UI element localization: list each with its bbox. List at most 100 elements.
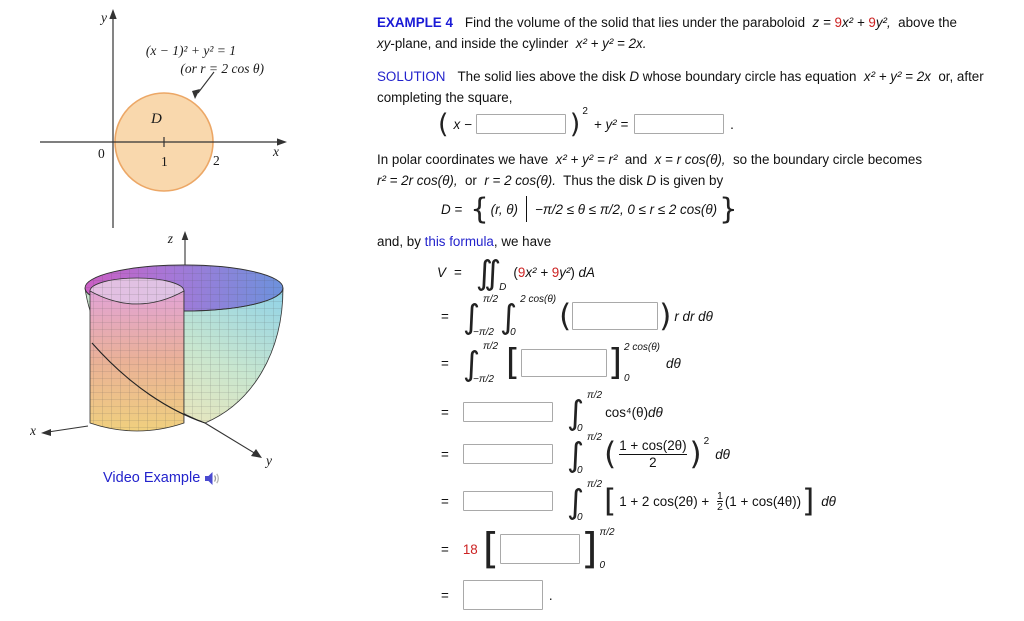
differential: dθ: [715, 446, 730, 462]
answer-integrand-input[interactable]: [572, 302, 659, 330]
text-segment: Thus the disk: [555, 173, 647, 188]
text-segment: D: [629, 69, 640, 84]
speaker-icon[interactable]: [204, 471, 221, 486]
integrand-pre: 1 + 2 cos(2θ) +: [619, 493, 713, 509]
bracket-upper-limit: 2 cos(θ): [624, 342, 661, 353]
x-axis-3d-arrow: [41, 429, 51, 436]
cylinder-rim-mesh: [90, 278, 184, 304]
close-bracket: ]: [607, 342, 623, 383]
text-segment: (: [513, 264, 518, 280]
text-segment: is given by: [656, 173, 724, 188]
half-angle-row: = ∫ π/2 0 ( 1 + cos(2θ) 2 ) 2 dθ: [441, 431, 730, 477]
solution-line1: SOLUTION The solid lies above the disk D …: [377, 66, 1024, 87]
text-segment: so the boundary circle becomes: [725, 152, 923, 167]
answer-coefficient-3-input[interactable]: [462, 491, 553, 511]
text-segment: EXAMPLE 4: [377, 15, 453, 30]
answer-antiderivative-theta-input[interactable]: [500, 534, 581, 564]
y-axis-3d: [204, 422, 257, 455]
lower-limit: 0: [577, 465, 583, 476]
text-segment: x² + y² = 2x.: [575, 36, 647, 51]
problem-statement-line2: xy-plane, and inside the cylinder x² + y…: [377, 33, 1024, 54]
eq-period: .: [730, 116, 734, 132]
open-bracket: [: [604, 482, 617, 519]
formula-reference-line: and, by this formula, we have: [377, 231, 1024, 252]
upper-limit: π/2: [483, 341, 499, 352]
fraction: 1 + cos(2θ) 2: [619, 438, 687, 471]
text-segment: z =: [812, 15, 835, 30]
integral: ∫ π/2 0: [567, 478, 602, 524]
open-bracket: [: [505, 342, 520, 383]
formula-link[interactable]: this formula: [424, 234, 494, 249]
differential: dθ: [648, 404, 663, 420]
solution-line2: completing the square,: [377, 87, 1024, 108]
text-segment: Find the volume of the solid that lies u…: [464, 15, 813, 30]
integrand-post: (1 + cos(4θ)): [724, 493, 802, 509]
equals-sign: =: [441, 446, 449, 462]
answer-square-center-input[interactable]: [475, 114, 566, 134]
differential: dθ: [666, 355, 681, 371]
eq-mid: + y² =: [593, 116, 629, 132]
tick1-label: 1: [161, 154, 168, 169]
circle-polar-label: (or r = 2 cos θ): [180, 61, 264, 76]
integral: ∫ π/2 0: [567, 431, 602, 477]
open-bracket: [: [482, 524, 500, 573]
text-segment: and: [617, 152, 655, 167]
polar-line2: r² = 2r cos(θ), or r = 2 cos(θ). Thus th…: [377, 170, 1024, 191]
close-paren: ): [659, 297, 672, 334]
text-segment: In polar coordinates we have: [377, 152, 556, 167]
half-denominator: 2: [716, 500, 723, 513]
bracket-lower-limit: 0: [599, 560, 606, 571]
half-numerator: 1: [716, 489, 723, 502]
pointer-arrow-head: [192, 89, 200, 99]
video-example-link[interactable]: Video Example: [103, 470, 221, 486]
intersection-curve: [91, 342, 206, 424]
text-segment: SOLUTION: [377, 69, 446, 84]
integral-sign: ∫: [566, 392, 585, 432]
upper-limit: 2 cos(θ): [520, 294, 557, 305]
tick2-label: 2: [213, 153, 220, 168]
answer-antiderivative-r-input[interactable]: [520, 349, 607, 377]
outer-integral: ∫ π/2 −π/2: [463, 340, 501, 386]
text-segment: D: [646, 173, 657, 188]
integral-sign: ∫: [462, 343, 481, 383]
equals-sign: =: [441, 541, 449, 557]
volume-double-integral-row: V = ∫ ∫ D (9x² + 9y²) dA: [437, 250, 595, 294]
domain-subscript: D: [499, 282, 507, 293]
integral-sign: ∫: [483, 252, 502, 292]
text-segment: dA: [578, 264, 595, 280]
answer-coefficient-1-input[interactable]: [462, 402, 553, 422]
volume-symbol: V: [437, 264, 446, 280]
equals-sign: =: [441, 587, 449, 603]
y-axis-label-3d: y: [264, 453, 272, 468]
solution-pane: EXAMPLE 4 Find the volume of the solid th…: [377, 0, 1024, 621]
text-segment: , we have: [493, 234, 552, 249]
text-segment: r² = 2r cos(θ),: [377, 173, 458, 188]
close-bracket: ]: [581, 524, 598, 573]
answer-coefficient-2-input[interactable]: [462, 444, 553, 464]
eq-lead: x −: [453, 116, 472, 132]
open-brace: {: [470, 191, 489, 226]
text-segment: or, after: [930, 69, 984, 84]
video-example-label[interactable]: Video Example: [103, 470, 201, 486]
region-label: D: [150, 111, 162, 127]
disk-conditions: −π/2 ≤ θ ≤ π/2, 0 ≤ r ≤ 2 cos(θ): [535, 201, 718, 217]
text-segment: xy: [377, 36, 391, 51]
answer-square-radius-input[interactable]: [634, 114, 725, 134]
bracket-lower-limit: 0: [624, 373, 630, 384]
integral-sign: ∫: [499, 296, 518, 336]
equals-sign: =: [441, 355, 449, 371]
lower-limit: 0: [577, 423, 583, 434]
x-axis-label-3d: x: [30, 423, 36, 438]
complete-square-equation: ( x − ) 2 + y² = .: [437, 106, 734, 141]
x-axis-3d: [47, 425, 89, 433]
lower-limit: 0: [577, 512, 583, 523]
upper-limit: π/2: [587, 390, 603, 401]
solid-3d-figure: z x y: [30, 231, 284, 468]
evaluated-inner-row: = ∫ π/2 −π/2 [ ] 2 cos(θ) 0 dθ: [441, 339, 681, 387]
answer-final-input[interactable]: [462, 580, 543, 610]
such-that-bar: [526, 196, 528, 222]
bracket-upper-limit: π/2: [599, 527, 615, 538]
equals-sign: =: [441, 404, 449, 420]
text-segment: 9: [834, 15, 842, 30]
